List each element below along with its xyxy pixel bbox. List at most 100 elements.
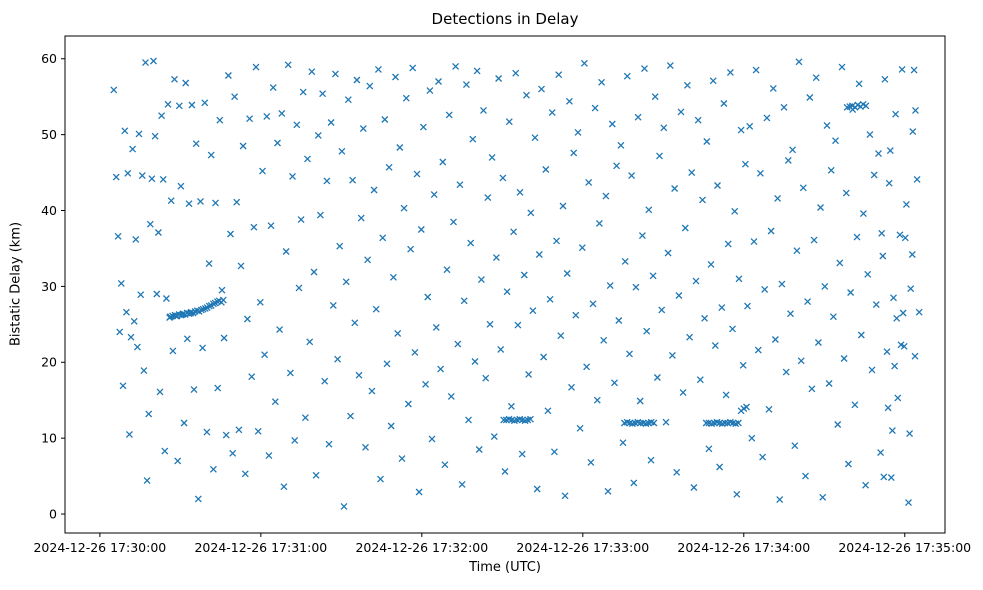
detection-point	[640, 64, 649, 73]
detection-point	[121, 127, 129, 135]
detection-point	[645, 206, 653, 214]
detection-point	[344, 96, 352, 104]
detection-point	[141, 58, 150, 67]
detection-point	[175, 102, 183, 110]
detection-point	[119, 382, 127, 390]
detection-point	[430, 190, 438, 199]
detection-point	[471, 357, 479, 366]
detection-point	[911, 106, 920, 115]
x-tick-label: 2024-12-26 17:35:00	[838, 540, 971, 555]
detection-point	[340, 502, 348, 511]
x-axis-ticks: 2024-12-26 17:30:00 2024-12-26 17:31:00 20…	[33, 533, 971, 555]
detection-point	[419, 123, 428, 131]
detection-point	[625, 350, 634, 358]
detection-point	[894, 394, 902, 402]
detection-point	[338, 147, 346, 155]
detection-point	[226, 230, 235, 238]
detection-point	[550, 448, 559, 456]
detection-point	[218, 286, 226, 294]
detection-point	[864, 270, 872, 278]
detection-point	[840, 354, 848, 363]
detection-point	[715, 463, 724, 471]
detection-point	[561, 492, 569, 500]
detection-point	[722, 391, 730, 399]
detection-point	[838, 63, 846, 71]
detection-point	[788, 146, 797, 154]
detection-point	[593, 396, 601, 404]
detection-point	[649, 272, 657, 280]
detection-point	[254, 427, 262, 435]
detection-point	[488, 153, 496, 162]
detection-point	[194, 495, 202, 503]
detection-point	[439, 158, 447, 166]
detection-point	[497, 345, 505, 354]
detection-point	[791, 442, 799, 450]
detection-point	[132, 235, 140, 244]
detection-point	[621, 257, 629, 266]
detection-point	[574, 128, 582, 137]
detection-point	[711, 341, 719, 350]
detection-point	[314, 131, 322, 140]
detection-point	[400, 204, 408, 212]
detection-point	[861, 481, 870, 489]
detection-point	[898, 65, 906, 74]
y-tick-label: 50	[41, 127, 57, 142]
detection-point	[819, 493, 827, 501]
detection-point	[490, 432, 498, 441]
detection-point	[308, 68, 316, 76]
detection-point	[827, 166, 835, 174]
detection-point	[509, 228, 518, 236]
detection-point	[458, 480, 466, 489]
detection-point	[578, 244, 586, 252]
detection-point	[312, 471, 320, 479]
detection-point	[816, 203, 825, 212]
detection-point	[563, 269, 571, 278]
detection-point	[265, 451, 273, 460]
detection-point	[353, 76, 361, 84]
detection-point	[520, 271, 528, 279]
detection-point	[606, 281, 614, 290]
detection-point	[810, 236, 818, 244]
detection-point	[890, 362, 899, 370]
detection-point	[128, 145, 137, 153]
detection-point	[110, 86, 118, 94]
detection-point	[915, 308, 923, 316]
detection-point	[148, 175, 156, 183]
detection-point	[209, 465, 218, 473]
detection-point	[718, 303, 726, 312]
detection-point	[207, 151, 215, 159]
detection-point	[735, 275, 743, 283]
detection-point	[878, 229, 886, 237]
detection-point	[911, 352, 919, 360]
detection-point	[567, 383, 576, 391]
detection-point	[910, 66, 918, 74]
detection-point	[146, 220, 154, 228]
detection-point	[886, 146, 894, 155]
detection-point	[235, 426, 243, 434]
detection-point	[709, 77, 717, 85]
detection-point	[177, 182, 185, 190]
detection-point	[454, 340, 462, 348]
x-tick-label: 2024-12-26 17:33:00	[516, 540, 649, 555]
detection-point	[846, 288, 855, 297]
detection-point	[482, 374, 490, 382]
detection-point	[535, 250, 543, 259]
detection-point	[406, 245, 415, 253]
detection-point	[329, 301, 337, 310]
detection-point	[323, 177, 331, 185]
detection-point	[705, 445, 713, 453]
detection-point	[880, 473, 888, 481]
detection-point	[387, 422, 395, 430]
detection-point	[112, 173, 120, 181]
detection-point	[746, 122, 754, 130]
detection-point	[451, 62, 460, 71]
detection-point	[169, 347, 177, 355]
detection-point	[803, 297, 812, 306]
detection-point	[874, 149, 883, 158]
detection-point	[619, 439, 627, 447]
detection-point	[893, 314, 901, 322]
detection-point	[135, 130, 143, 138]
detection-point	[342, 278, 350, 286]
detection-point	[908, 250, 916, 259]
detection-point	[233, 198, 241, 206]
